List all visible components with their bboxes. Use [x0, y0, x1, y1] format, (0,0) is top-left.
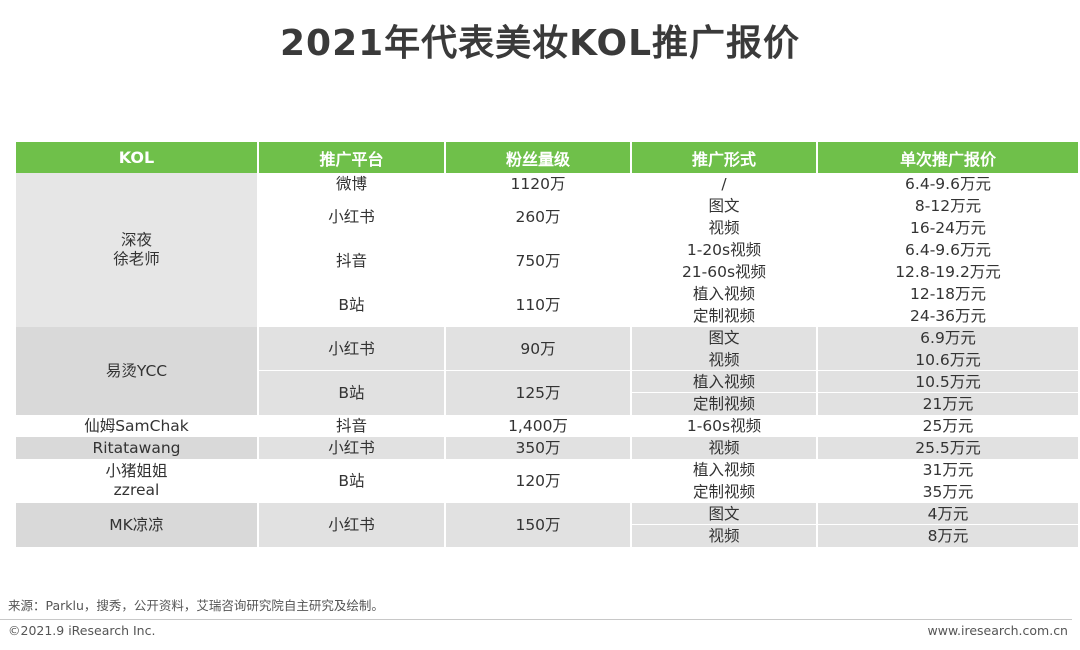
price-cell: 25.5万元: [818, 437, 1078, 459]
form-cell: 图文: [632, 327, 816, 349]
price-cell: 8万元: [818, 525, 1078, 547]
platform-cell: 抖音: [259, 239, 444, 283]
platform-cell: B站: [259, 283, 444, 327]
form-cell: /: [632, 173, 816, 195]
fans-cell: 110万: [446, 283, 630, 327]
header-price: 单次推广报价: [818, 142, 1078, 173]
kol-price-table: KOL 推广平台 粉丝量级 推广形式 单次推广报价 深夜 徐老师 易烫YCC 仙…: [16, 142, 1078, 547]
fans-cell: 90万: [446, 327, 630, 371]
form-cell: 定制视频: [632, 393, 816, 415]
form-cell: 视频: [632, 217, 816, 239]
footer-divider: [0, 619, 1072, 620]
price-cell: 24-36万元: [818, 305, 1078, 327]
fans-cell: 350万: [446, 437, 630, 459]
form-cell: 植入视频: [632, 283, 816, 305]
price-cell: 6.4-9.6万元: [818, 173, 1078, 195]
kol-name-line: 易烫YCC: [105, 361, 168, 380]
kol-name-line: MK凉凉: [109, 515, 164, 534]
header-form: 推广形式: [632, 142, 816, 173]
platform-cell: 小红书: [259, 327, 444, 371]
form-cell: 定制视频: [632, 305, 816, 327]
kol-cell: 深夜 徐老师: [16, 173, 257, 327]
platform-cell: 小红书: [259, 503, 444, 547]
kol-cell: 小猪姐姐 zzreal: [16, 459, 257, 503]
price-cell: 10.6万元: [818, 349, 1078, 371]
price-cell: 21万元: [818, 393, 1078, 415]
form-cell: 21-60s视频: [632, 261, 816, 283]
header-platform: 推广平台: [259, 142, 444, 173]
fans-cell: 150万: [446, 503, 630, 547]
fans-cell: 125万: [446, 371, 630, 415]
copyright-text: ©2021.9 iResearch Inc.: [8, 623, 156, 638]
fans-cell: 260万: [446, 195, 630, 239]
price-cell: 12.8-19.2万元: [818, 261, 1078, 283]
price-cell: 4万元: [818, 503, 1078, 525]
platform-cell: B站: [259, 459, 444, 503]
kol-cell: 仙姆SamChak: [16, 415, 257, 437]
form-cell: 视频: [632, 349, 816, 371]
fans-cell: 750万: [446, 239, 630, 283]
form-cell: 1-20s视频: [632, 239, 816, 261]
form-cell: 图文: [632, 195, 816, 217]
form-cell: 植入视频: [632, 371, 816, 393]
platform-cell: B站: [259, 371, 444, 415]
platform-cell: 抖音: [259, 415, 444, 437]
kol-cell: MK凉凉: [16, 503, 257, 547]
kol-name-line: 徐老师: [113, 250, 160, 268]
fans-cell: 1,400万: [446, 415, 630, 437]
kol-cell: 易烫YCC: [16, 327, 257, 415]
price-cell: 8-12万元: [818, 195, 1078, 217]
fans-cell: 1120万: [446, 173, 630, 195]
kol-name-line: Ritatawang: [92, 438, 181, 457]
kol-cell: Ritatawang: [16, 437, 257, 459]
header-kol: KOL: [16, 142, 257, 173]
source-note: 来源：Parklu，搜秀，公开资料，艾瑞咨询研究院自主研究及绘制。: [8, 598, 384, 613]
platform-cell: 小红书: [259, 437, 444, 459]
price-cell: 6.9万元: [818, 327, 1078, 349]
platform-cell: 小红书: [259, 195, 444, 239]
page-title: 2021年代表美妆KOL推广报价: [279, 23, 801, 64]
form-cell: 图文: [632, 503, 816, 525]
form-cell: 视频: [632, 525, 816, 547]
website-text: www.iresearch.com.cn: [927, 623, 1069, 638]
kol-name-line: 深夜: [120, 231, 152, 249]
form-cell: 植入视频: [632, 459, 816, 481]
price-cell: 16-24万元: [818, 217, 1078, 239]
fans-cell: 120万: [446, 459, 630, 503]
form-cell: 1-60s视频: [632, 415, 816, 437]
price-cell: 31万元: [818, 459, 1078, 481]
header-fans: 粉丝量级: [446, 142, 630, 173]
price-cell: 10.5万元: [818, 371, 1078, 393]
platform-cell: 微博: [259, 173, 444, 195]
price-cell: 6.4-9.6万元: [818, 239, 1078, 261]
form-cell: 定制视频: [632, 481, 816, 503]
form-cell: 视频: [632, 437, 816, 459]
price-cell: 25万元: [818, 415, 1078, 437]
kol-name-line: 仙姆SamChak: [84, 416, 189, 435]
price-cell: 12-18万元: [818, 283, 1078, 305]
price-cell: 35万元: [818, 481, 1078, 503]
kol-name-line: zzreal: [113, 481, 160, 499]
kol-name-line: 小猪姐姐: [105, 462, 168, 480]
